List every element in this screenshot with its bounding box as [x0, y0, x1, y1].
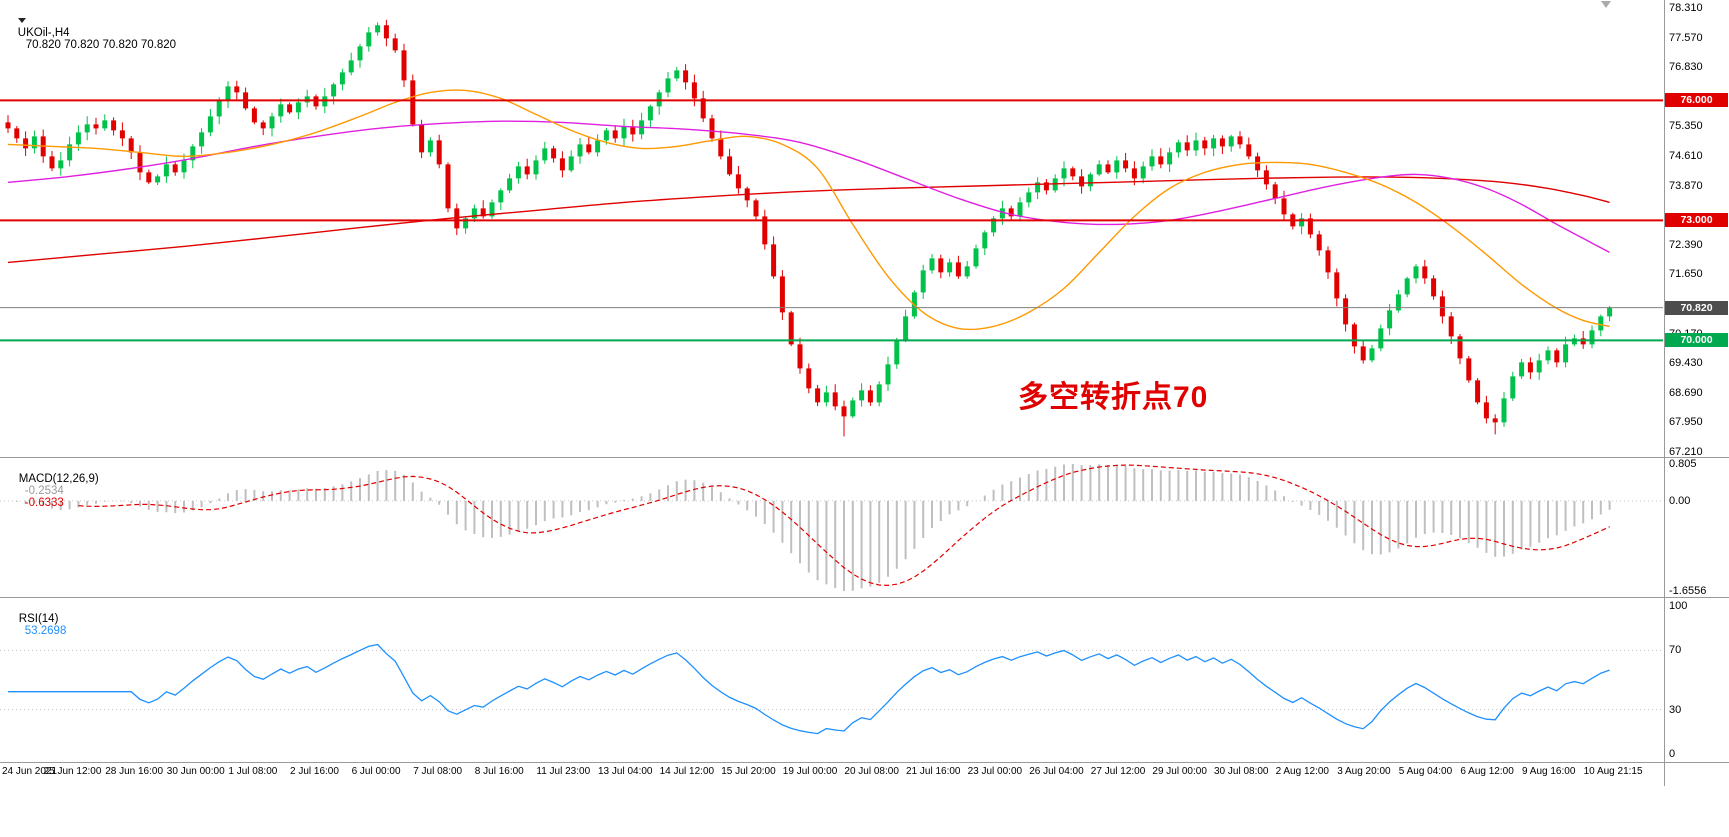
chart-shift-marker[interactable] — [1601, 1, 1611, 8]
time-axis-label: 3 Aug 20:00 — [1337, 766, 1391, 777]
macd-pane-label: MACD(12,26,9) -0.2534 -0.6333 — [6, 461, 99, 521]
bearish-candle-wicks — [7, 19, 1584, 437]
price-scale-separator — [1664, 0, 1665, 786]
chart-info-line: UKOil-,H4 70.820 70.820 70.820 70.820 — [5, 3, 176, 63]
price-scale-tick: 71.650 — [1669, 268, 1703, 281]
time-axis-label: 29 Jul 00:00 — [1152, 766, 1207, 777]
time-axis-label: 21 Jul 16:00 — [906, 766, 961, 777]
price-scale-tick: 73.870 — [1669, 179, 1703, 192]
rsi-scale-tick: 0 — [1669, 748, 1676, 760]
time-axis-label: 11 Jul 23:00 — [536, 766, 591, 777]
time-axis-label: 5 Aug 04:00 — [1398, 766, 1453, 777]
macd-histogram — [15, 464, 1611, 591]
macd-indicator-label: MACD(12,26,9) — [18, 473, 99, 485]
rsi-scale-tick: 70 — [1669, 644, 1682, 657]
current-price-badge: 70.820 — [1665, 300, 1728, 315]
price-scale-tick: 69.430 — [1669, 357, 1703, 370]
time-axis-label: 26 Jul 04:00 — [1029, 766, 1084, 777]
time-axis-label: 9 Aug 16:00 — [1522, 766, 1576, 777]
time-axis-label: 23 Jul 00:00 — [967, 766, 1023, 777]
price-scale-tick: 68.690 — [1669, 386, 1703, 399]
price-level-badge: 70.000 — [1665, 333, 1728, 348]
macd-signal-value: -0.6333 — [24, 497, 64, 509]
macd-scale-tick: 0.00 — [1669, 494, 1691, 507]
time-axis-label: 19 Jul 00:00 — [782, 766, 838, 777]
price-level-badge: 76.000 — [1665, 93, 1728, 108]
rsi-pane-label: RSI(14) 53.2698 — [6, 601, 67, 649]
pane-separator-rsi-time — [0, 762, 1729, 763]
bullish-candle-bodies — [31, 25, 1613, 423]
time-axis-label: 2 Aug 12:00 — [1275, 766, 1329, 777]
macd-signal-line — [78, 464, 1610, 587]
symbol-timeframe-label: UKOil-,H4 — [17, 27, 70, 39]
time-axis-label: 6 Jul 00:00 — [351, 766, 401, 777]
time-axis-label: 7 Jul 08:00 — [413, 766, 463, 777]
price-scale-tick: 76.830 — [1669, 61, 1703, 74]
pane-separator-macd-rsi[interactable] — [0, 597, 1729, 598]
rsi-scale-tick: 100 — [1669, 600, 1688, 612]
time-axis-label: 28 Jun 16:00 — [105, 766, 164, 777]
time-axis-label: 27 Jul 12:00 — [1090, 766, 1146, 777]
price-scale-tick: 67.210 — [1669, 446, 1703, 458]
rsi-line — [8, 643, 1610, 735]
time-axis-label: 25 Jun 12:00 — [43, 766, 102, 777]
time-axis-label: 10 Aug 21:15 — [1583, 766, 1643, 777]
time-axis-label: 15 Jul 20:00 — [721, 766, 776, 777]
macd-main-value: -0.2534 — [24, 485, 64, 497]
macd-scale-tick: 0.805 — [1669, 458, 1697, 470]
chart-annotation-text[interactable]: 多空转折点70 — [1018, 381, 1209, 414]
ohlc-values-label: 70.820 70.820 70.820 70.820 — [25, 39, 177, 51]
time-axis-label: 30 Jul 08:00 — [1214, 766, 1269, 777]
price-scale-tick: 67.950 — [1669, 416, 1703, 429]
price-scale-tick: 78.310 — [1669, 2, 1703, 14]
price-scale-tick: 72.390 — [1669, 238, 1703, 251]
price-scale-tick: 74.610 — [1669, 150, 1703, 162]
time-axis-label: 24 Jun 2021 — [2, 766, 58, 777]
ma-medium-magenta-line — [7, 120, 1610, 254]
price-level-badge: 73.000 — [1665, 213, 1728, 228]
rsi-value: 53.2698 — [24, 625, 67, 637]
pane-separator-main-macd[interactable] — [0, 457, 1729, 458]
rsi-scale-tick: 30 — [1669, 703, 1682, 716]
time-axis-label: 20 Jul 08:00 — [844, 766, 899, 777]
time-axis-label: 30 Jun 00:00 — [166, 766, 225, 777]
time-axis-label: 1 Jul 08:00 — [228, 766, 278, 777]
ma-fast-orange-line — [7, 89, 1610, 331]
bullish-candle-wicks — [33, 22, 1611, 427]
time-axis-label: 13 Jul 04:00 — [598, 766, 653, 777]
symbol-marker-icon — [17, 18, 26, 24]
rsi-indicator-label: RSI(14) — [18, 613, 59, 625]
time-axis-label: 2 Jul 16:00 — [290, 766, 339, 777]
time-axis-label: 8 Jul 16:00 — [474, 766, 524, 777]
time-axis-label: 6 Aug 12:00 — [1460, 766, 1514, 777]
chart-canvas — [0, 19, 1663, 735]
time-axis-label: 14 Jul 12:00 — [659, 766, 715, 777]
bearish-candle-bodies — [5, 25, 1586, 423]
price-scale-tick: 77.570 — [1669, 31, 1703, 44]
price-scale-tick: 75.350 — [1669, 120, 1703, 133]
macd-scale-tick: -1.6556 — [1669, 585, 1707, 597]
